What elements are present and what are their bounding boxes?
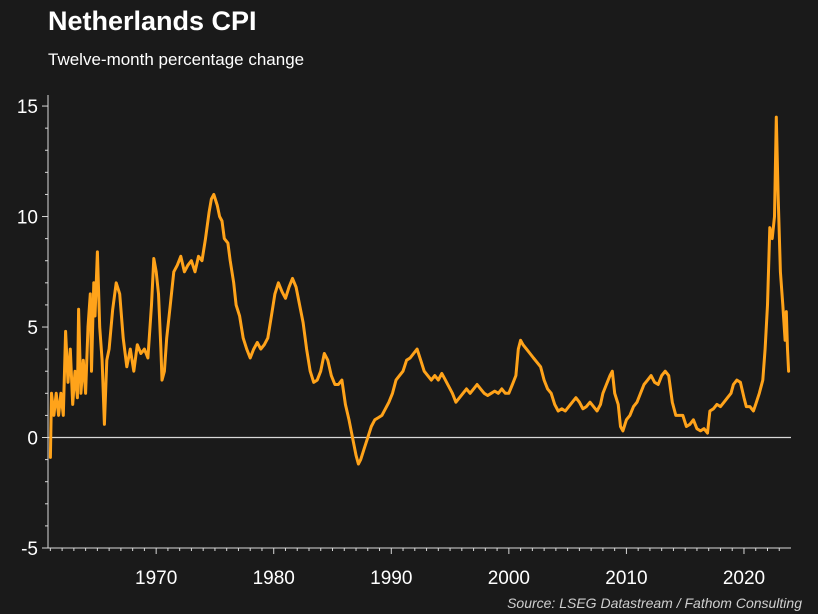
y-tick-label: 15 xyxy=(17,97,38,118)
y-axis-ticks: -5 0 5 10 15 xyxy=(17,97,48,560)
x-axis-ticks: 1970 1980 1990 2000 2010 2020 xyxy=(49,548,780,589)
x-tick-label: 2000 xyxy=(488,568,530,589)
x-tick-label: 1970 xyxy=(135,568,177,589)
chart-subtitle: Twelve-month percentage change xyxy=(48,50,305,69)
chart-title: Netherlands CPI xyxy=(48,6,257,36)
x-tick-label: 1980 xyxy=(253,568,295,589)
x-tick-label: 1990 xyxy=(370,568,412,589)
series-line-cpi xyxy=(48,115,791,466)
x-tick-label: 2020 xyxy=(723,568,765,589)
y-tick-label: 10 xyxy=(17,208,38,229)
x-tick-label: 2010 xyxy=(605,568,647,589)
y-tick-label: 5 xyxy=(27,318,38,339)
y-tick-label: 0 xyxy=(27,429,38,450)
y-tick-label: -5 xyxy=(21,539,38,560)
source-note: Source: LSEG Datastream / Fathom Consult… xyxy=(507,595,802,611)
